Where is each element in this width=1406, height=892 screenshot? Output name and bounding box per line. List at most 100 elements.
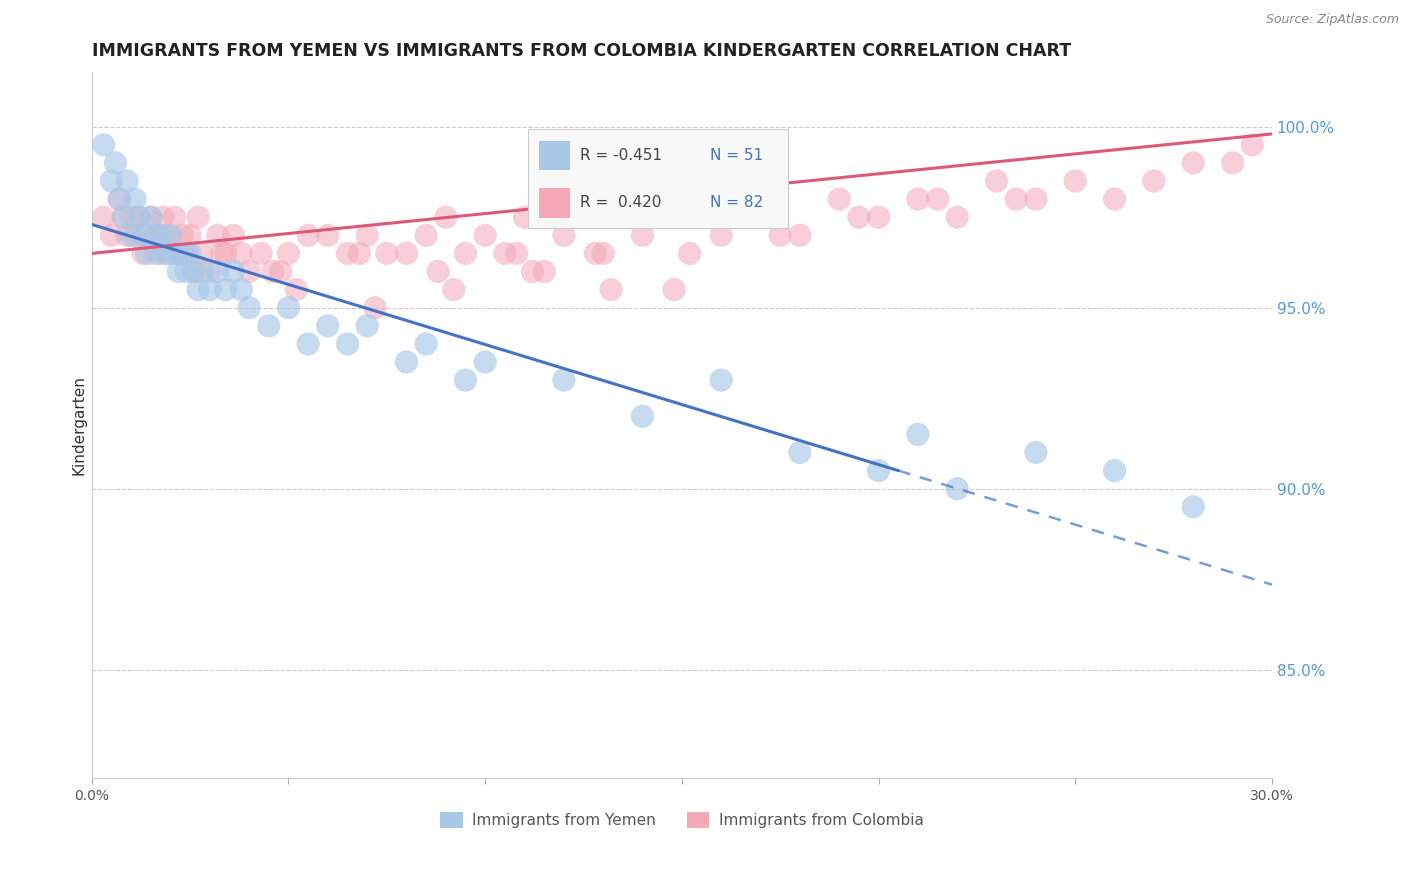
Point <box>262 264 284 278</box>
Point <box>395 355 418 369</box>
Point <box>679 246 702 260</box>
Point <box>848 211 870 225</box>
Point <box>115 228 138 243</box>
Point <box>583 246 606 260</box>
Point <box>789 228 811 243</box>
Point <box>112 211 135 225</box>
Point <box>1104 192 1126 206</box>
Point <box>124 228 146 243</box>
Point <box>927 192 949 206</box>
Point <box>443 283 465 297</box>
Point <box>553 228 575 243</box>
Text: IMMIGRANTS FROM YEMEN VS IMMIGRANTS FROM COLOMBIA KINDERGARTEN CORRELATION CHART: IMMIGRANTS FROM YEMEN VS IMMIGRANTS FROM… <box>91 42 1071 60</box>
Point <box>250 246 273 260</box>
Point <box>143 246 166 260</box>
Point <box>395 246 418 260</box>
Point <box>277 301 299 315</box>
Point <box>356 228 378 243</box>
Point <box>124 192 146 206</box>
Point <box>135 246 157 260</box>
Point <box>769 228 792 243</box>
Point <box>207 228 229 243</box>
Point <box>907 192 929 206</box>
Point <box>415 337 437 351</box>
Point <box>828 192 851 206</box>
Point <box>434 211 457 225</box>
Legend: Immigrants from Yemen, Immigrants from Colombia: Immigrants from Yemen, Immigrants from C… <box>434 805 929 834</box>
Point <box>207 264 229 278</box>
Point <box>946 211 969 225</box>
Point <box>1025 192 1047 206</box>
Point <box>214 246 236 260</box>
Text: Source: ZipAtlas.com: Source: ZipAtlas.com <box>1265 13 1399 27</box>
Point <box>1005 192 1028 206</box>
Point <box>174 246 197 260</box>
Point <box>172 246 194 260</box>
Point <box>454 373 477 387</box>
Point <box>167 246 190 260</box>
Point <box>1143 174 1166 188</box>
Point <box>474 355 496 369</box>
Point <box>238 264 260 278</box>
Point <box>364 301 387 315</box>
Point <box>214 283 236 297</box>
Point <box>155 246 177 260</box>
Point <box>631 228 654 243</box>
Point <box>426 264 449 278</box>
Point <box>191 246 214 260</box>
Point <box>187 283 209 297</box>
Point <box>211 246 233 260</box>
Point <box>128 211 150 225</box>
Point <box>187 211 209 225</box>
Point <box>120 211 142 225</box>
Point <box>183 264 205 278</box>
Point <box>191 264 214 278</box>
Point <box>148 228 170 243</box>
Point <box>222 228 245 243</box>
Point <box>710 373 733 387</box>
Point <box>1182 500 1205 514</box>
Point <box>277 246 299 260</box>
Point <box>316 228 339 243</box>
Point <box>172 228 194 243</box>
Point <box>183 264 205 278</box>
Point <box>600 283 623 297</box>
Point <box>671 211 693 225</box>
Point <box>454 246 477 260</box>
Point <box>198 264 221 278</box>
Point <box>868 211 890 225</box>
Point <box>533 264 555 278</box>
Point <box>1241 137 1264 152</box>
Point <box>222 264 245 278</box>
Point <box>120 228 142 243</box>
Point <box>336 246 359 260</box>
Point <box>316 318 339 333</box>
Point <box>662 283 685 297</box>
Point <box>104 156 127 170</box>
Point <box>159 228 181 243</box>
Point <box>505 246 527 260</box>
Point <box>270 264 292 278</box>
Point <box>139 211 162 225</box>
Point <box>592 246 614 260</box>
Point <box>1025 445 1047 459</box>
Point <box>375 246 398 260</box>
Point <box>135 228 157 243</box>
Point <box>108 192 131 206</box>
Point <box>108 192 131 206</box>
Point <box>1064 174 1087 188</box>
Point <box>152 211 174 225</box>
Point <box>415 228 437 243</box>
Point <box>553 373 575 387</box>
Point <box>115 174 138 188</box>
Point <box>163 211 186 225</box>
Point <box>174 264 197 278</box>
Point <box>907 427 929 442</box>
Point <box>155 246 177 260</box>
Point <box>132 246 155 260</box>
Point <box>1182 156 1205 170</box>
Point <box>128 211 150 225</box>
Point <box>631 409 654 424</box>
Point <box>297 228 319 243</box>
Point <box>494 246 516 260</box>
